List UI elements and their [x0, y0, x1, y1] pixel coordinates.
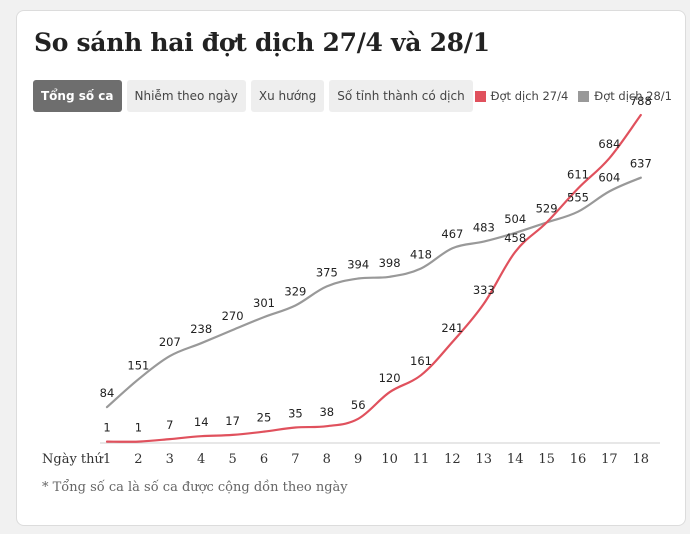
- x-tick-label: 5: [228, 452, 236, 467]
- x-tick-label: 6: [260, 452, 268, 467]
- x-tick-label: 1: [103, 452, 111, 467]
- legend-item-wave-27-4[interactable]: Đợt dịch 27/4: [474, 89, 569, 103]
- data-label-wave-28-1: 207: [159, 335, 181, 349]
- data-label-wave-28-1: 394: [347, 258, 369, 272]
- data-label-wave-28-1: 301: [253, 296, 275, 310]
- legend-label-wave-28-1: Đợt dịch 28/1: [594, 89, 672, 103]
- data-label-wave-28-1: 483: [473, 221, 495, 235]
- chart-title: So sánh hai đợt dịch 27/4 và 28/1: [34, 28, 490, 57]
- x-tick-label: 11: [413, 452, 430, 467]
- chart-legend: Đợt dịch 27/4 Đợt dịch 28/1: [474, 89, 672, 103]
- data-label-wave-28-1: 467: [441, 227, 463, 241]
- x-tick-label: 7: [291, 452, 299, 467]
- data-label-wave-28-1: 329: [284, 284, 306, 298]
- data-label-wave-27-4: 241: [441, 321, 463, 335]
- x-tick-label: 9: [354, 452, 362, 467]
- data-label-wave-28-1: 398: [379, 256, 401, 270]
- data-label-wave-28-1: 238: [190, 322, 212, 336]
- data-label-wave-27-4: 17: [225, 414, 240, 428]
- data-label-wave-27-4: 7: [166, 418, 173, 432]
- tab-total-cases[interactable]: Tổng số ca: [33, 80, 122, 112]
- data-label-wave-27-4: 120: [379, 371, 401, 385]
- series-line-wave-27-4: [105, 113, 642, 443]
- x-tick-label: 17: [601, 452, 618, 467]
- data-label-wave-28-1: 375: [316, 265, 338, 279]
- data-label-wave-28-1: 418: [410, 248, 432, 262]
- data-label-wave-27-4: 38: [319, 405, 334, 419]
- x-tick-label: 13: [476, 452, 493, 467]
- data-label-wave-28-1: 604: [598, 170, 620, 184]
- legend-swatch-wave-28-1: [578, 90, 590, 102]
- tab-trend[interactable]: Xu hướng: [250, 80, 325, 112]
- x-tick-label: 4: [197, 452, 205, 467]
- data-label-wave-27-4: 1: [135, 421, 142, 435]
- data-label-wave-27-4: 35: [288, 406, 303, 420]
- x-tick-label: 2: [134, 452, 142, 467]
- x-tick-label: 18: [633, 452, 650, 467]
- footnote: * Tổng số ca là số ca được cộng dồn theo…: [42, 480, 348, 495]
- data-label-wave-27-4: 25: [257, 411, 272, 425]
- data-label-wave-28-1: 529: [536, 201, 558, 215]
- legend-swatch-wave-27-4: [474, 90, 486, 102]
- legend-label-wave-27-4: Đợt dịch 27/4: [490, 89, 569, 103]
- data-label-wave-28-1: 555: [567, 191, 589, 205]
- x-tick-label: 16: [570, 452, 587, 467]
- x-tick-label: 15: [538, 452, 555, 467]
- data-label-wave-27-4: 684: [598, 137, 620, 151]
- x-tick-label: 8: [323, 452, 331, 467]
- data-label-wave-28-1: 637: [630, 157, 652, 171]
- data-label-wave-27-4: 333: [473, 283, 495, 297]
- x-tick-label: 10: [381, 452, 398, 467]
- data-label-wave-27-4: 1: [103, 421, 110, 435]
- data-label-wave-27-4: 161: [410, 354, 432, 368]
- data-label-wave-27-4: 14: [194, 415, 209, 429]
- x-tick-label: 12: [444, 452, 461, 467]
- legend-item-wave-28-1[interactable]: Đợt dịch 28/1: [578, 89, 672, 103]
- data-label-wave-27-4: 611: [567, 167, 589, 181]
- data-label-wave-27-4: 788: [630, 94, 652, 108]
- tab-provinces-with-outbreak[interactable]: Số tỉnh thành có dịch: [329, 80, 473, 112]
- tab-daily-infections[interactable]: Nhiễm theo ngày: [126, 80, 246, 112]
- x-axis-label: Ngày thứ: [42, 452, 104, 467]
- data-label-wave-28-1: 270: [222, 309, 244, 323]
- data-label-wave-28-1: 504: [504, 212, 526, 226]
- data-label-wave-27-4: 56: [351, 398, 366, 412]
- x-tick-label: 3: [166, 452, 174, 467]
- tab-bar: Tổng số ca Nhiễm theo ngày Xu hướng Số t…: [33, 80, 473, 112]
- series-line-wave-28-1: [105, 176, 642, 409]
- data-label-wave-27-4: 458: [504, 231, 526, 245]
- x-tick-label: 14: [507, 452, 524, 467]
- data-label-wave-28-1: 84: [100, 386, 115, 400]
- data-label-wave-28-1: 151: [127, 358, 149, 372]
